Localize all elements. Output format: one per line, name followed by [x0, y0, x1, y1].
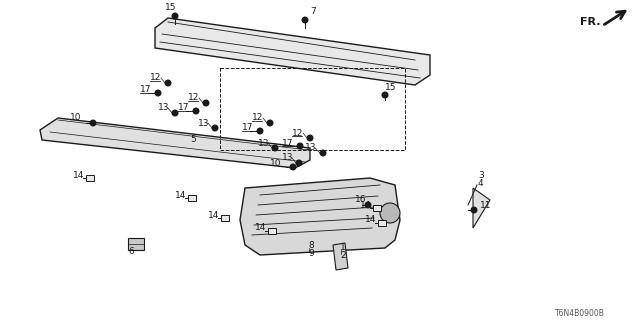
Text: 5: 5	[190, 135, 196, 145]
Circle shape	[172, 13, 178, 19]
Text: 14: 14	[175, 190, 186, 199]
Text: 13: 13	[198, 118, 209, 127]
Text: 15: 15	[385, 84, 397, 92]
Text: 10: 10	[70, 114, 81, 123]
Text: 2: 2	[340, 252, 346, 260]
Bar	[268, 228, 276, 234]
Circle shape	[380, 203, 400, 223]
Text: 12: 12	[252, 114, 264, 123]
Text: 17: 17	[282, 139, 294, 148]
Text: 17: 17	[140, 85, 152, 94]
Circle shape	[297, 143, 303, 149]
Text: 6: 6	[128, 247, 134, 257]
Text: 12: 12	[292, 129, 303, 138]
Text: 17: 17	[242, 124, 253, 132]
Text: 12: 12	[150, 74, 161, 83]
Circle shape	[382, 92, 388, 98]
Text: 14: 14	[365, 215, 376, 225]
Text: 1: 1	[340, 244, 346, 252]
Bar	[188, 195, 196, 201]
Text: 8: 8	[308, 242, 314, 251]
Circle shape	[90, 120, 96, 126]
Polygon shape	[155, 18, 430, 85]
Circle shape	[257, 128, 263, 134]
Text: FR.: FR.	[580, 17, 600, 27]
Text: 13: 13	[158, 103, 170, 113]
Text: 4: 4	[478, 179, 484, 188]
Text: 14: 14	[255, 223, 266, 233]
Text: 14: 14	[208, 211, 220, 220]
Circle shape	[365, 202, 371, 208]
Text: 9: 9	[308, 249, 314, 258]
Text: 17: 17	[178, 103, 189, 113]
Bar	[128, 238, 144, 250]
Text: 13: 13	[305, 143, 317, 153]
Circle shape	[155, 90, 161, 96]
Text: 12: 12	[188, 93, 200, 102]
Polygon shape	[333, 243, 348, 270]
Text: 14: 14	[73, 171, 84, 180]
Circle shape	[302, 17, 308, 23]
Bar	[86, 175, 94, 181]
Circle shape	[296, 160, 302, 166]
Circle shape	[320, 150, 326, 156]
Circle shape	[165, 80, 171, 86]
Text: 16: 16	[355, 196, 367, 204]
Text: 14: 14	[360, 201, 371, 210]
Circle shape	[204, 100, 209, 106]
Polygon shape	[40, 118, 310, 168]
Polygon shape	[240, 178, 400, 255]
Text: 15: 15	[165, 4, 177, 12]
Text: 13: 13	[282, 154, 294, 163]
Bar	[378, 220, 386, 226]
Circle shape	[212, 125, 218, 131]
Bar	[373, 205, 381, 211]
Text: 10: 10	[270, 158, 282, 167]
Bar	[220, 68, 405, 150]
Text: 11: 11	[480, 201, 492, 210]
Circle shape	[272, 145, 278, 151]
Circle shape	[268, 120, 273, 126]
Circle shape	[172, 110, 178, 116]
Text: T6N4B0900B: T6N4B0900B	[555, 308, 605, 317]
Text: 7: 7	[310, 7, 316, 17]
Text: 13: 13	[258, 139, 269, 148]
Polygon shape	[473, 188, 490, 228]
Circle shape	[307, 135, 313, 141]
Circle shape	[193, 108, 199, 114]
Circle shape	[471, 207, 477, 213]
Circle shape	[290, 164, 296, 170]
Bar	[221, 215, 229, 221]
Text: 3: 3	[478, 171, 484, 180]
